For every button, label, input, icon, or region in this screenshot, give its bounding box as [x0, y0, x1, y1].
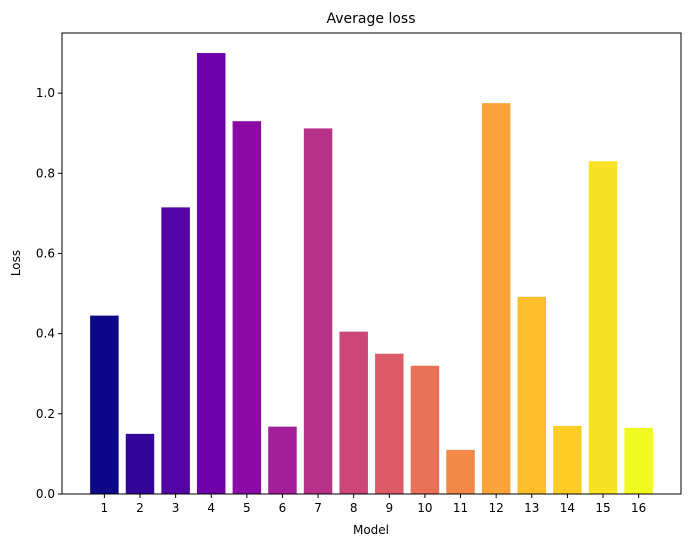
x-tick-label: 13: [524, 501, 539, 515]
bar-model-5: [232, 121, 262, 494]
bar-model-2: [125, 433, 155, 494]
bar-model-4: [196, 53, 226, 494]
x-tick-label: 4: [207, 501, 215, 515]
x-tick-label: 10: [417, 501, 432, 515]
bar-model-11: [446, 449, 475, 494]
x-tick-label: 14: [560, 501, 575, 515]
y-tick-label: 0.8: [36, 166, 55, 180]
bar-model-13: [517, 296, 547, 494]
chart-title: Average loss: [327, 11, 416, 27]
y-tick-label: 0.0: [36, 487, 55, 501]
bar-model-12: [481, 103, 511, 495]
x-tick-label: 8: [350, 501, 358, 515]
bar-model-16: [624, 427, 653, 494]
x-tick-label: 6: [279, 501, 287, 515]
x-axis-label: Model: [353, 523, 389, 537]
x-tick-label: 5: [243, 501, 251, 515]
x-tick-label: 16: [631, 501, 646, 515]
x-tick-label: 1: [101, 501, 109, 515]
x-tick-label: 12: [489, 501, 504, 515]
y-tick-label: 0.2: [36, 407, 55, 421]
x-tick-label: 9: [385, 501, 393, 515]
bar-model-8: [339, 331, 368, 494]
bar-model-15: [588, 161, 618, 494]
x-tick-label: 2: [136, 501, 144, 515]
y-tick-label: 0.6: [36, 246, 55, 260]
bar-model-14: [553, 425, 582, 494]
x-tick-label: 7: [314, 501, 322, 515]
bar-model-3: [161, 207, 190, 494]
y-tick-label: 0.4: [36, 327, 55, 341]
bar-model-7: [303, 128, 333, 494]
bar-model-6: [268, 426, 297, 494]
x-tick-label: 15: [595, 501, 610, 515]
x-tick-label: 11: [453, 501, 468, 515]
x-tick-label: 3: [172, 501, 180, 515]
plot-frame: [61, 32, 682, 495]
bar-model-9: [375, 353, 404, 494]
y-tick-label: 1.0: [36, 86, 55, 100]
bars-layer: [90, 53, 653, 495]
y-axis-label: Loss: [9, 250, 23, 276]
bar-model-10: [410, 365, 440, 494]
ticks-layer: 1 2 3 4 5 6 7 8 9 10 11 12 13 14 15 160.00.20.40.60.81.…: [36, 86, 646, 515]
bar-model-1: [90, 315, 119, 494]
